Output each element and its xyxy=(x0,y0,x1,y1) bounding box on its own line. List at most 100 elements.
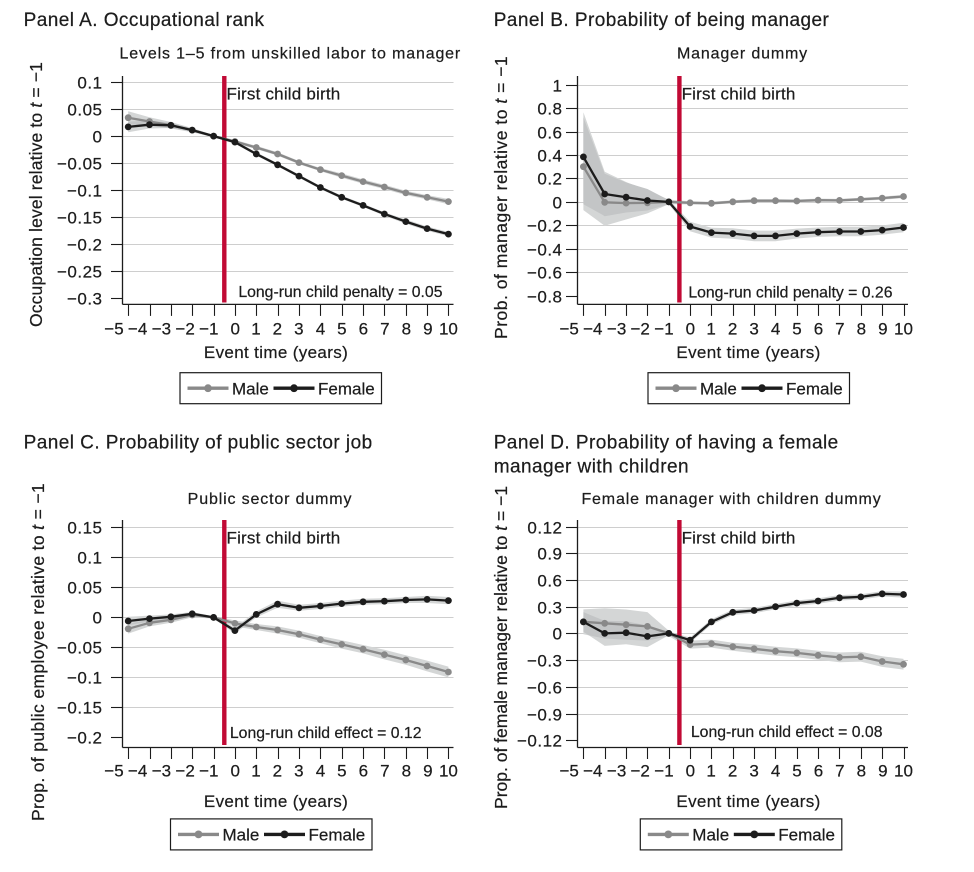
svg-text:1: 1 xyxy=(706,762,715,781)
svg-text:7: 7 xyxy=(835,762,844,781)
svg-text:7: 7 xyxy=(835,320,844,339)
svg-text:First child birth: First child birth xyxy=(682,529,796,548)
svg-text:8: 8 xyxy=(402,320,411,339)
svg-text:Male: Male xyxy=(232,379,269,398)
svg-text:1: 1 xyxy=(251,762,260,781)
svg-text:0.6: 0.6 xyxy=(537,572,562,591)
svg-text:0.8: 0.8 xyxy=(537,100,562,119)
svg-text:4: 4 xyxy=(771,762,780,781)
svg-text:−1: −1 xyxy=(654,762,673,781)
svg-text:First child birth: First child birth xyxy=(682,85,796,104)
svg-text:−0.3: −0.3 xyxy=(527,652,563,671)
svg-text:−0.15: −0.15 xyxy=(57,699,103,718)
svg-text:−0.2: −0.2 xyxy=(67,236,103,255)
svg-text:Panel C. Probability of public: Panel C. Probability of public sector jo… xyxy=(24,433,373,454)
svg-text:−0.4: −0.4 xyxy=(527,241,563,260)
svg-text:−0.05: −0.05 xyxy=(57,639,103,658)
svg-text:Prop. of public employee relat: Prop. of public employee relative to t =… xyxy=(28,483,48,821)
svg-text:First child birth: First child birth xyxy=(227,85,341,104)
svg-text:3: 3 xyxy=(294,762,303,781)
svg-text:−0.1: −0.1 xyxy=(67,182,103,201)
svg-text:−0.25: −0.25 xyxy=(57,263,103,282)
svg-text:2: 2 xyxy=(728,762,737,781)
svg-text:Occupation level relative to t: Occupation level relative to t = −1 xyxy=(26,62,46,327)
svg-text:7: 7 xyxy=(380,762,389,781)
svg-text:8: 8 xyxy=(402,762,411,781)
svg-text:−0.2: −0.2 xyxy=(527,217,563,236)
svg-text:−3: −3 xyxy=(607,762,626,781)
svg-text:−5: −5 xyxy=(104,762,123,781)
svg-text:Male: Male xyxy=(700,379,737,398)
svg-text:−1: −1 xyxy=(199,762,218,781)
svg-text:10: 10 xyxy=(894,320,913,339)
svg-text:5: 5 xyxy=(337,762,346,781)
svg-text:10: 10 xyxy=(439,320,458,339)
svg-text:0: 0 xyxy=(553,625,563,644)
svg-text:2: 2 xyxy=(273,762,282,781)
svg-text:9: 9 xyxy=(423,762,432,781)
svg-text:7: 7 xyxy=(380,320,389,339)
svg-text:0: 0 xyxy=(686,762,695,781)
svg-text:Female: Female xyxy=(309,826,366,845)
svg-text:6: 6 xyxy=(814,320,823,339)
svg-text:−2: −2 xyxy=(175,762,194,781)
svg-text:−0.6: −0.6 xyxy=(527,264,563,283)
svg-text:−0.9: −0.9 xyxy=(527,706,563,725)
svg-text:−1: −1 xyxy=(654,320,673,339)
svg-text:Female manager with children d: Female manager with children dummy xyxy=(581,491,881,508)
svg-text:3: 3 xyxy=(749,762,758,781)
svg-text:0: 0 xyxy=(230,320,239,339)
svg-text:Female: Female xyxy=(778,826,835,845)
svg-text:2: 2 xyxy=(273,320,282,339)
svg-text:Male: Male xyxy=(692,826,729,845)
svg-text:9: 9 xyxy=(423,320,432,339)
svg-text:−0.2: −0.2 xyxy=(67,729,103,748)
svg-text:9: 9 xyxy=(878,762,887,781)
svg-text:0: 0 xyxy=(553,194,563,213)
svg-text:Panel B. Probability of being: Panel B. Probability of being manager xyxy=(494,10,830,31)
svg-text:−2: −2 xyxy=(175,320,194,339)
svg-text:6: 6 xyxy=(814,762,823,781)
svg-text:−1: −1 xyxy=(199,320,218,339)
svg-text:Prob. of manager relative to t: Prob. of manager relative to t = −1 xyxy=(491,56,511,339)
svg-text:−4: −4 xyxy=(128,762,147,781)
svg-text:2: 2 xyxy=(728,320,737,339)
svg-text:Panel A. Occupational rank: Panel A. Occupational rank xyxy=(24,10,265,31)
svg-text:Panel D. Probability of having: Panel D. Probability of having a female xyxy=(494,433,839,454)
svg-text:1: 1 xyxy=(706,320,715,339)
svg-text:Prop. of female manager relati: Prop. of female manager relative to t = … xyxy=(491,486,511,809)
svg-text:−5: −5 xyxy=(560,762,579,781)
svg-text:Female: Female xyxy=(786,379,843,398)
svg-text:Long-run child effect = 0.12: Long-run child effect = 0.12 xyxy=(230,725,422,742)
svg-text:5: 5 xyxy=(792,320,801,339)
svg-text:10: 10 xyxy=(439,762,458,781)
svg-text:6: 6 xyxy=(359,762,368,781)
svg-text:3: 3 xyxy=(749,320,758,339)
svg-text:Male: Male xyxy=(223,826,260,845)
svg-text:1: 1 xyxy=(553,77,563,96)
svg-text:4: 4 xyxy=(316,762,325,781)
svg-text:−3: −3 xyxy=(607,320,626,339)
svg-text:0.6: 0.6 xyxy=(537,124,562,143)
svg-text:0: 0 xyxy=(230,762,239,781)
svg-text:−5: −5 xyxy=(104,320,123,339)
svg-text:−4: −4 xyxy=(128,320,147,339)
svg-text:0: 0 xyxy=(686,320,695,339)
svg-text:8: 8 xyxy=(857,762,866,781)
svg-text:0.4: 0.4 xyxy=(537,147,562,166)
svg-text:−0.05: −0.05 xyxy=(57,155,103,174)
svg-text:4: 4 xyxy=(771,320,780,339)
svg-text:−2: −2 xyxy=(631,320,650,339)
svg-text:0.1: 0.1 xyxy=(77,74,102,93)
svg-text:0: 0 xyxy=(93,128,103,147)
svg-text:Event time (years): Event time (years) xyxy=(676,343,820,362)
svg-text:−2: −2 xyxy=(631,762,650,781)
svg-text:−0.12: −0.12 xyxy=(517,732,563,751)
svg-text:Manager dummy: Manager dummy xyxy=(677,46,808,63)
svg-text:Long-run child effect = 0.08: Long-run child effect = 0.08 xyxy=(691,724,883,741)
svg-text:−0.6: −0.6 xyxy=(527,679,563,698)
svg-text:−0.8: −0.8 xyxy=(527,288,563,307)
svg-text:−3: −3 xyxy=(152,320,171,339)
svg-text:8: 8 xyxy=(857,320,866,339)
svg-text:1: 1 xyxy=(251,320,260,339)
